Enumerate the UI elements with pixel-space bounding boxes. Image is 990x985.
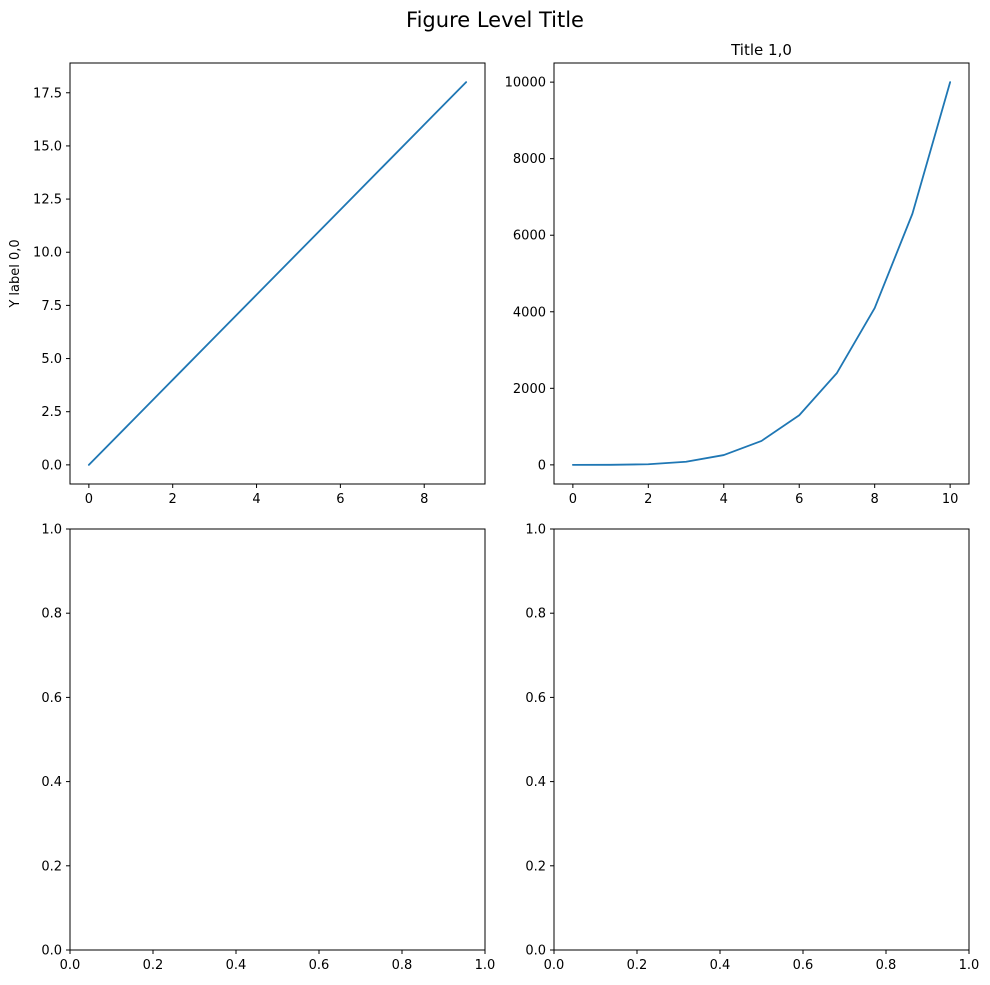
x-tick-label: 0.2 [627, 958, 648, 973]
y-tick-label: 0 [538, 458, 546, 473]
subplot-top-left: 0 2 4 6 8 0.0 2.5 5.0 7.5 10.0 12.5 15.0 17.5 Y label… [8, 62, 486, 507]
y-tick-label: 6000 [513, 229, 546, 244]
x-tick-label: 6 [336, 492, 344, 507]
x-tick-label: 0.2 [143, 958, 164, 973]
y-tick-label: 1.0 [41, 523, 62, 538]
y-tick-label: 2.5 [41, 405, 62, 420]
x-tick-label: 4 [720, 492, 728, 507]
y-tick-label: 7.5 [41, 299, 62, 314]
x-tick-label: 0.0 [544, 958, 565, 973]
y-tick-label: 0.2 [41, 859, 62, 874]
subplot-top-right: 0 2 4 6 8 10 0 2000 4000 6000 8000 10000 Title 1,0 [505, 41, 970, 507]
y-tick-label: 12.5 [33, 193, 62, 208]
y-tick-label: 10000 [505, 76, 546, 91]
x-tick-label: 0.6 [793, 958, 814, 973]
y-tick-label: 2000 [513, 382, 546, 397]
x-tick-label: 0.4 [226, 958, 247, 973]
x-tick-label: 8 [420, 492, 428, 507]
subplot-bottom-left: 0.0 0.2 0.4 0.6 0.8 1.0 0.0 0.2 0.4 0.6 0.8 1.0 [41, 523, 495, 974]
x-tick-label: 0.8 [392, 958, 413, 973]
x-tick-label: 0.4 [710, 958, 731, 973]
y-tick-label: 8000 [513, 152, 546, 167]
y-tick-label: 0.8 [525, 607, 546, 622]
y-tick-label: 0.8 [41, 607, 62, 622]
subplot-bottom-right: 0.0 0.2 0.4 0.6 0.8 1.0 0.0 0.2 0.4 0.6 0.8 1.0 [525, 523, 979, 974]
x-tick-label: 2 [644, 492, 652, 507]
y-tick-label: 0.0 [41, 458, 62, 473]
y-tick-label: 0.6 [525, 691, 546, 706]
y-tick-label: 15.0 [33, 139, 62, 154]
x-tick-label: 0.8 [876, 958, 897, 973]
y-tick-label: 1.0 [525, 523, 546, 538]
x-tick-label: 1.0 [475, 958, 496, 973]
series-line-0 [571, 81, 952, 466]
y-tick-label: 0.4 [525, 775, 546, 790]
y-tick-label: 5.0 [41, 352, 62, 367]
x-tick-label: 10 [942, 492, 959, 507]
axes-frame [69, 528, 486, 951]
series-line-0 [87, 81, 468, 466]
y-tick-label: 0.2 [525, 859, 546, 874]
x-tick-label: 0 [569, 492, 577, 507]
x-tick-label: 2 [169, 492, 177, 507]
x-tick-label: 0 [85, 492, 93, 507]
x-tick-label: 8 [871, 492, 879, 507]
axes-frame [553, 528, 970, 951]
x-tick-label: 0.6 [309, 958, 330, 973]
y-tick-label: 0.4 [41, 775, 62, 790]
axes-frame [69, 62, 486, 485]
y-tick-label: 4000 [513, 305, 546, 320]
y-tick-label: 10.0 [33, 246, 62, 261]
x-tick-label: 1.0 [959, 958, 980, 973]
x-tick-label: 4 [252, 492, 260, 507]
y-axis-label: Y label 0,0 [8, 239, 23, 308]
y-tick-label: 0.0 [41, 944, 62, 959]
axes-title: Title 1,0 [730, 41, 792, 59]
figure-title: Figure Level Title [406, 8, 584, 32]
y-tick-label: 0.0 [525, 944, 546, 959]
y-tick-label: 0.6 [41, 691, 62, 706]
y-tick-label: 17.5 [33, 86, 62, 101]
x-tick-label: 6 [795, 492, 803, 507]
x-tick-label: 0.0 [60, 958, 81, 973]
axes-frame [553, 62, 970, 485]
